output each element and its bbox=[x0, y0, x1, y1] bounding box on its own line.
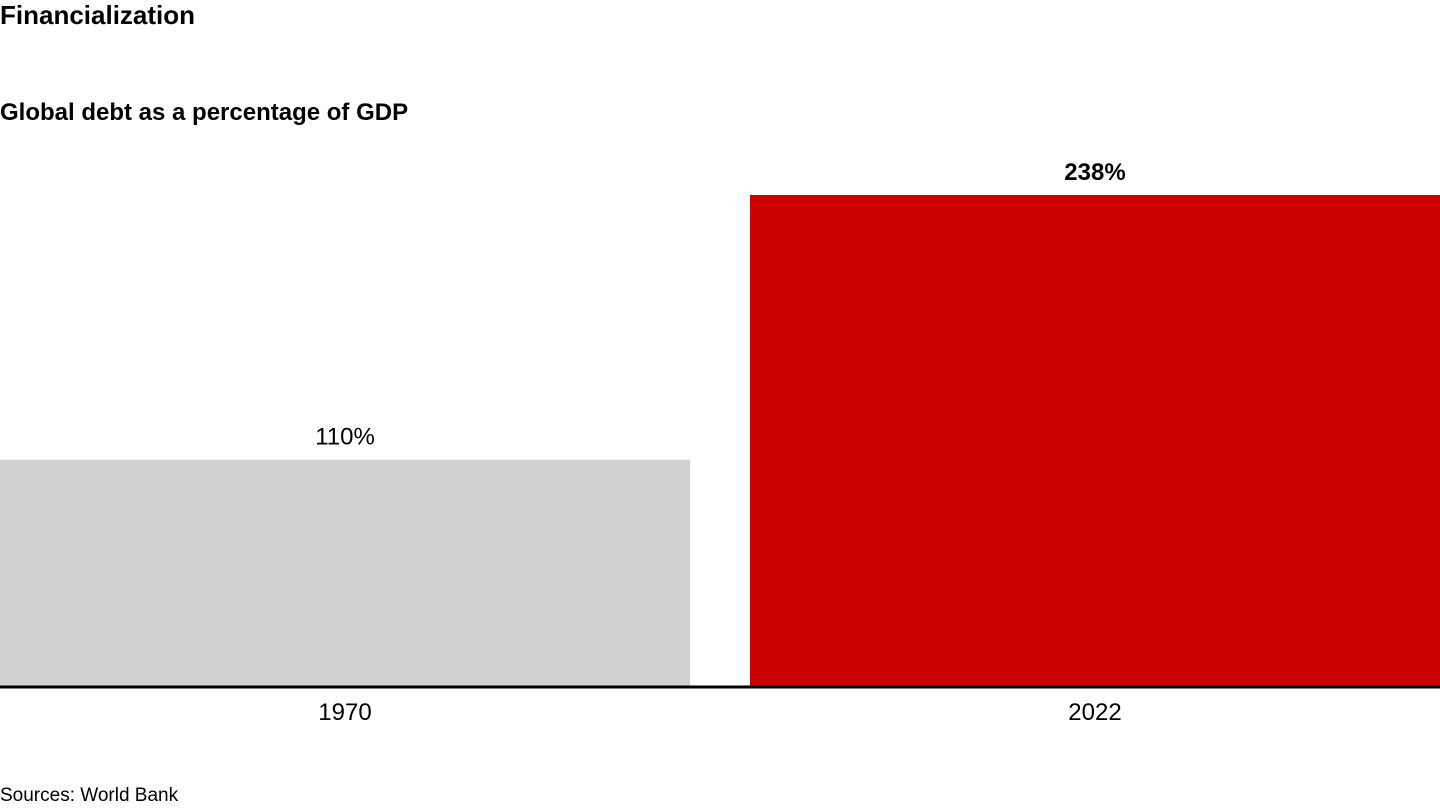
chart-title: Financialization bbox=[0, 0, 196, 30]
data-label-1970: 110% bbox=[315, 424, 375, 451]
bar-1970 bbox=[0, 459, 690, 687]
source-note: Sources: World Bank bbox=[0, 785, 179, 806]
chart-subtitle: Global debt as a percentage of GDP bbox=[0, 99, 409, 126]
x-tick-label-1970: 1970 bbox=[318, 699, 371, 726]
bar-2022 bbox=[750, 195, 1440, 687]
data-label-2022: 238% bbox=[1064, 159, 1125, 186]
x-tick-label-2022: 2022 bbox=[1068, 699, 1121, 726]
